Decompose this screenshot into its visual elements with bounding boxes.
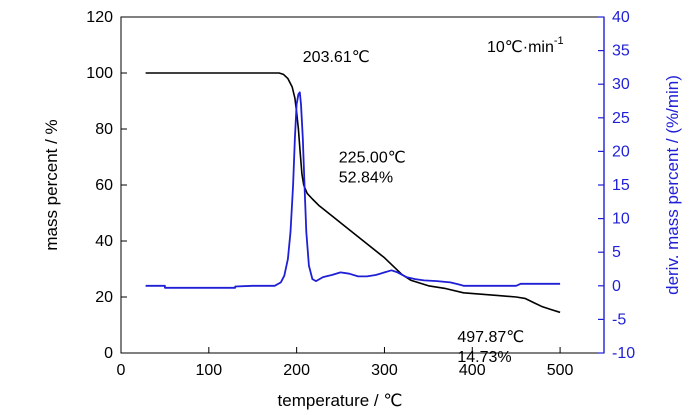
annotation-line: 52.84% — [339, 170, 393, 187]
right-tick-label: -10 — [612, 345, 635, 362]
annotation-line: 14.73% — [457, 349, 511, 366]
right-tick-label: 10 — [612, 211, 630, 228]
left-tick-label: 0 — [104, 345, 113, 362]
bottom-tick-label: 400 — [459, 362, 486, 379]
right-tick-label: -5 — [612, 311, 626, 328]
right-tick-label: 0 — [612, 278, 621, 295]
right-tick-label: 20 — [612, 143, 630, 160]
annotation-line: 203.61℃ — [303, 49, 370, 66]
left-tick-label: 100 — [86, 65, 113, 82]
left-tick-label: 40 — [95, 233, 113, 250]
right-tick-label: 5 — [612, 244, 621, 261]
right-axis: -10 -5 0 5 10 15 20 25 30 35 40 — [598, 9, 635, 362]
bottom-tick-label: 500 — [547, 362, 574, 379]
annotation-line: 497.87℃ — [457, 329, 524, 346]
annotation: 225.00℃ 52.84% — [339, 150, 406, 187]
right-tick-label: 30 — [612, 76, 630, 93]
bottom-tick-label: 200 — [283, 362, 310, 379]
bottom-axis: 0 100 200 300 400 500 — [117, 347, 574, 379]
right-tick-label: 25 — [612, 110, 630, 127]
annotation-line: 225.00℃ — [339, 150, 406, 167]
x-axis-title: temperature / ℃ — [278, 391, 403, 410]
series-layer — [145, 72, 561, 314]
annotation: 497.87℃ 14.73% — [457, 329, 524, 366]
heating-rate-sup: -1 — [554, 35, 564, 47]
y-axis-title-left: mass percent / % — [42, 119, 61, 250]
bottom-tick-label: 100 — [195, 362, 222, 379]
left-tick-label: 60 — [95, 177, 113, 194]
right-tick-label: 35 — [612, 43, 630, 60]
annotations: 203.61℃ 225.00℃ 52.84% 497.87℃ 14.73% — [303, 49, 524, 366]
left-tick-label: 20 — [95, 289, 113, 306]
series-line-deriv-mass — [145, 91, 561, 289]
series-line-mass — [145, 72, 561, 314]
bottom-tick-label: 0 — [117, 362, 126, 379]
left-axis: 0 20 40 60 80 100 120 — [86, 9, 127, 362]
left-tick-label: 80 — [95, 121, 113, 138]
right-tick-label: 15 — [612, 177, 630, 194]
right-tick-label: 40 — [612, 9, 630, 26]
bottom-tick-label: 300 — [371, 362, 398, 379]
heating-rate-base: 10℃·min — [487, 39, 554, 56]
y-axis-title-right: deriv. mass percent / (%/min) — [663, 75, 682, 295]
annotation: 203.61℃ — [303, 49, 370, 66]
heating-rate-label: 10℃·min-1 — [487, 35, 564, 56]
left-tick-label: 120 — [86, 9, 113, 26]
